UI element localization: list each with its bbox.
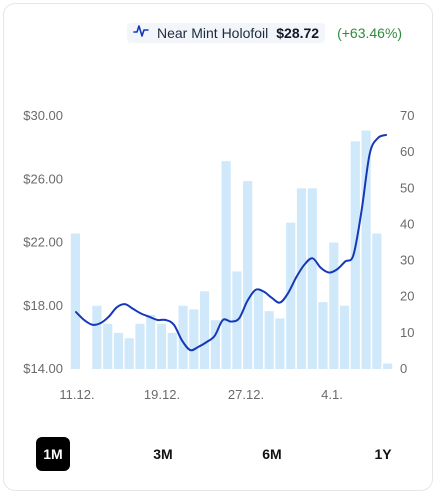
volume-bar [286, 222, 296, 369]
y-left-tick-label: $14.00 [23, 361, 63, 376]
legend-price: $28.72 [276, 25, 320, 41]
volume-bar [156, 323, 167, 369]
volume-bar [318, 302, 328, 369]
range-button-1m[interactable]: 1M [36, 437, 70, 471]
x-tick-label: 19.12. [144, 387, 180, 402]
volume-bar [92, 305, 102, 369]
line-chart-icon [133, 24, 157, 43]
volume-bar [189, 309, 199, 369]
y-left-tick-label: $26.00 [23, 171, 63, 186]
volume-bar [329, 242, 339, 369]
legend-change: (+63.46%) [337, 25, 403, 41]
legend-series[interactable]: Near Mint Holofoil $28.72 [127, 23, 326, 43]
y-left-tick-label: $30.00 [23, 108, 63, 123]
volume-bar [307, 188, 317, 369]
price-line [75, 133, 387, 352]
volume-bar [361, 130, 371, 369]
range-button-1y[interactable]: 1Y [374, 446, 392, 462]
y-right-tick-label: 70 [400, 108, 414, 123]
range-button-6m[interactable]: 6M [262, 446, 282, 462]
volume-bar [296, 188, 307, 369]
chart-legend: Near Mint Holofoil $28.72 (+63.46%) [127, 22, 402, 44]
left-axis-ticks: $14.00 $18.00 $22.00 $26.00 $30.00 [23, 108, 63, 376]
x-tick-label: 27.12. [228, 387, 264, 402]
y-right-tick-label: 10 [400, 325, 414, 340]
y-left-tick-label: $22.00 [23, 235, 63, 250]
volume-bar [383, 363, 393, 369]
volume-bar [275, 318, 285, 369]
x-tick-label: 4.1. [321, 387, 343, 402]
right-axis-ticks: 0 10 20 30 40 50 60 70 [400, 108, 414, 376]
volume-bar [372, 233, 382, 369]
legend-series-name: Near Mint Holofoil [157, 25, 269, 41]
x-tick-label: 11.12. [59, 387, 94, 402]
volume-bar [350, 141, 360, 369]
volume-bar [253, 291, 263, 369]
time-range-selector: 1M 3M 6M 1Y [0, 437, 438, 471]
price-line-layer [75, 133, 387, 352]
volume-bar [339, 305, 350, 369]
volume-bars [70, 130, 393, 369]
volume-bar [178, 305, 188, 369]
range-button-3m[interactable]: 3M [153, 446, 173, 462]
y-right-tick-label: 20 [400, 289, 414, 304]
volume-bar [221, 161, 231, 369]
volume-bar [113, 332, 124, 369]
y-right-tick-label: 60 [400, 144, 414, 159]
volume-bar [135, 323, 145, 369]
volume-bar [70, 233, 80, 369]
volume-bar [243, 181, 253, 369]
y-left-tick-label: $18.00 [23, 298, 63, 313]
x-axis-ticks: 11.12. 19.12. 27.12. 4.1. [59, 387, 342, 402]
volume-bar [103, 323, 113, 369]
volume-bar [200, 291, 210, 369]
price-volume-chart: $14.00 $18.00 $22.00 $26.00 $30.00 0 10 20 30 40… [23, 108, 414, 402]
y-right-tick-label: 50 [400, 180, 414, 195]
volume-bar [210, 320, 220, 369]
volume-bar [124, 338, 134, 369]
y-right-tick-label: 40 [400, 216, 414, 231]
y-right-tick-label: 30 [400, 253, 414, 268]
y-right-tick-label: 0 [400, 361, 407, 376]
volume-bar [264, 311, 274, 369]
volume-bar [167, 332, 177, 369]
volume-bar [146, 314, 156, 369]
